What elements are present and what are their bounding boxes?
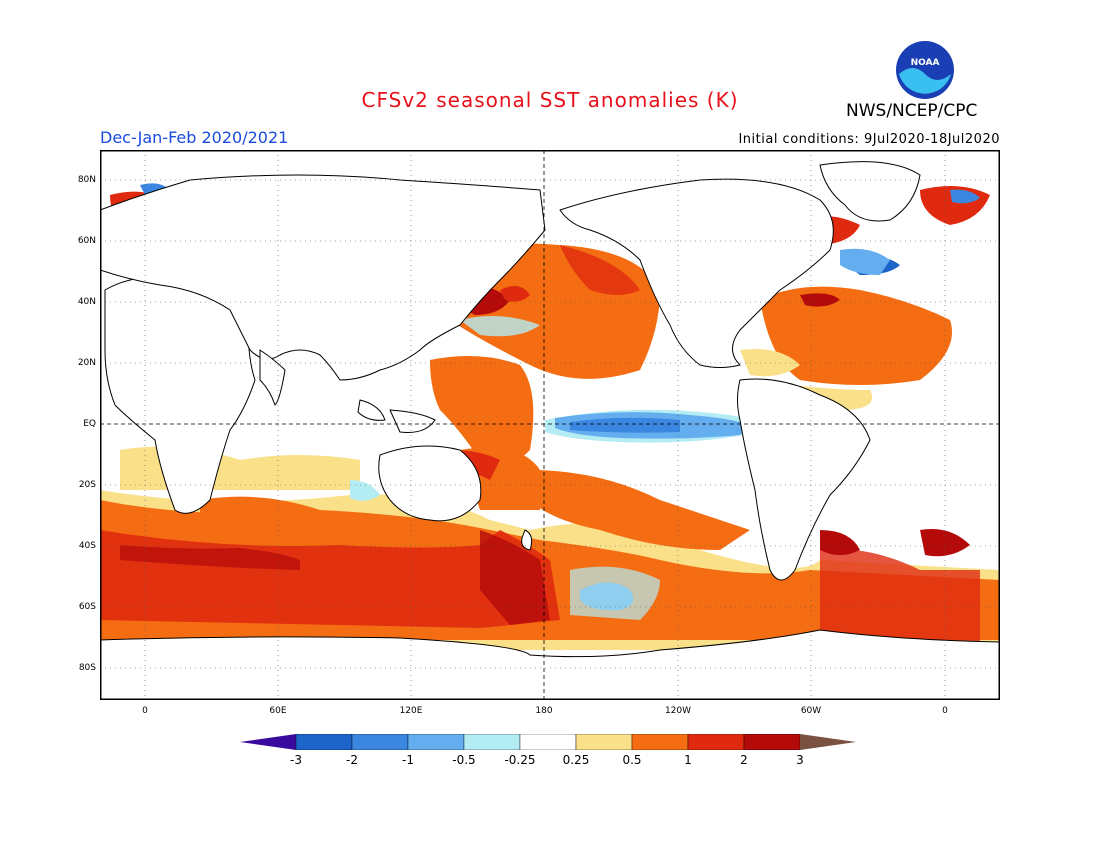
lat-label: 40S: [78, 541, 96, 551]
organization-label: NWS/NCEP/CPC: [846, 101, 978, 121]
graticule: [100, 150, 1000, 700]
sst-anomaly-map: [100, 150, 1000, 700]
colorbar-arrow-low: [240, 734, 296, 750]
colorbar-tick-label: 3: [796, 753, 804, 767]
colorbar-cell: [519, 734, 577, 750]
colorbar-cell: [351, 734, 409, 750]
lon-label: 120W: [664, 706, 692, 716]
lat-label: 20S: [78, 480, 96, 490]
lat-label: EQ: [83, 419, 96, 429]
colorbar-cell: [463, 734, 521, 750]
colorbar-cell: [407, 734, 465, 750]
lat-label: 60N: [77, 236, 96, 246]
colorbar-tick-label: 0.5: [622, 753, 642, 767]
continents: [100, 161, 1000, 700]
lon-label: 0: [942, 706, 948, 716]
colorbar-cell: [295, 734, 353, 750]
lat-label: 80S: [78, 663, 96, 673]
initial-conditions-label: Initial conditions: 9Jul2020-18Jul2020: [738, 132, 1000, 147]
colorbar-tick-label: -1: [402, 753, 414, 767]
colorbar-arrow-high: [800, 734, 856, 750]
lat-label: 20N: [77, 358, 96, 368]
colorbar-tick-label: -0.25: [504, 753, 536, 767]
lon-label: 0: [142, 706, 148, 716]
noaa-logo-icon: NOAA: [896, 41, 954, 99]
lon-label: 120E: [399, 706, 423, 716]
colorbar-tick-label: -0.5: [452, 753, 476, 767]
lat-label: 60S: [78, 602, 96, 612]
lon-label: 60E: [269, 706, 287, 716]
colorbar-tick-label: 2: [740, 753, 748, 767]
colorbar-cell: [743, 734, 801, 750]
lon-label: 60W: [800, 706, 822, 716]
chart-title: CFSv2 seasonal SST anomalies (K): [361, 88, 739, 112]
colorbar-tick-label: 0.25: [562, 753, 590, 767]
colorbar-tick-label: -2: [346, 753, 358, 767]
colorbar-tick-label: 1: [684, 753, 692, 767]
lat-label: 40N: [77, 297, 96, 307]
anomaly-field: [100, 183, 1000, 650]
lon-label: 180: [535, 706, 553, 716]
colorbar: [240, 734, 856, 750]
colorbar-cell: [687, 734, 745, 750]
lat-label: 80N: [77, 175, 96, 185]
season-label: Dec-Jan-Feb 2020/2021: [100, 128, 289, 147]
colorbar-cell: [575, 734, 633, 750]
colorbar-tick-label: -3: [290, 753, 302, 767]
svg-text:NOAA: NOAA: [911, 58, 940, 68]
colorbar-cell: [631, 734, 689, 750]
